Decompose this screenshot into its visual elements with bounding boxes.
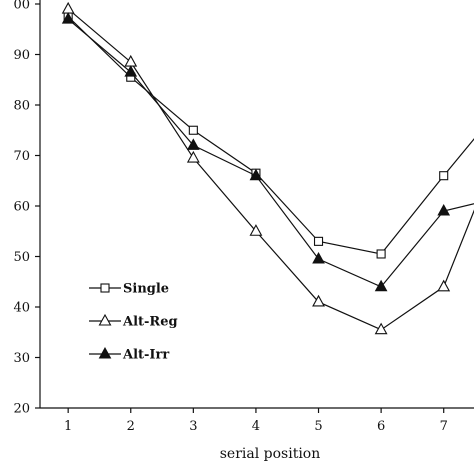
x-tick-label: 2	[127, 419, 135, 434]
legend-label: Single	[123, 282, 169, 297]
data-point-alt-reg	[186, 150, 200, 163]
x-axis: 1 2 3 4 5 6 7	[40, 407, 474, 434]
data-point-single	[439, 171, 449, 181]
data-point-single	[188, 125, 198, 135]
legend-marker	[98, 313, 112, 326]
data-point-alt-irr	[186, 138, 200, 150]
series-alt-irr	[61, 12, 474, 292]
data-point-single	[376, 249, 386, 259]
data-point-alt-reg	[61, 1, 75, 14]
data-point-alt-reg	[124, 54, 138, 67]
y-tick-label: 70	[13, 149, 30, 164]
y-tick-label: 20	[13, 402, 30, 417]
x-tick-label: 1	[64, 419, 72, 434]
legend-label: Alt-Irr	[122, 348, 169, 363]
series-single	[63, 12, 474, 259]
legend-label: Alt-Reg	[122, 315, 178, 330]
x-axis-title: serial position	[220, 446, 321, 462]
legend-item-single: Single	[89, 282, 169, 297]
y-tick-label: 80	[13, 99, 30, 114]
y-tick-label: 30	[13, 351, 30, 366]
y-tick-label: 60	[13, 200, 30, 215]
x-tick-label: 5	[314, 419, 322, 434]
y-axis: 20 30 40 50 60 70 80 90 00	[13, 0, 41, 417]
series-line-alt-irr	[67, 18, 474, 288]
y-tick-label: 50	[13, 250, 30, 265]
data-point-alt-irr	[437, 204, 451, 216]
legend-item-alt-irr: Alt-Irr	[89, 346, 169, 363]
x-tick-label: 4	[252, 419, 260, 434]
data-point-alt-irr	[374, 279, 388, 292]
data-point-alt-irr	[249, 168, 263, 181]
data-point-alt-reg	[437, 279, 451, 292]
data-point-alt-reg	[312, 294, 325, 307]
data-point-single	[313, 236, 324, 246]
y-tick-label: 90	[13, 48, 30, 63]
data-point-alt-reg	[249, 224, 263, 236]
data-point-alt-irr	[312, 251, 325, 264]
series-alt-reg	[61, 1, 474, 335]
series-line-single	[67, 16, 474, 255]
data-point-alt-reg	[374, 322, 388, 335]
series-layer	[61, 1, 474, 335]
x-tick-label: 7	[440, 419, 448, 434]
y-tick-label: 40	[13, 301, 30, 316]
data-point-alt-irr	[124, 65, 138, 77]
x-tick-label: 6	[377, 419, 385, 434]
legend: Single Alt-Reg Alt-Irr	[89, 282, 178, 363]
legend-marker	[98, 346, 112, 359]
legend-marker	[100, 283, 110, 293]
legend-item-alt-reg: Alt-Reg	[89, 313, 178, 330]
y-tick-label: 00	[13, 0, 30, 13]
x-tick-label: 3	[189, 419, 197, 434]
series-line-alt-reg	[67, 8, 474, 331]
data-point-alt-irr	[61, 12, 75, 24]
